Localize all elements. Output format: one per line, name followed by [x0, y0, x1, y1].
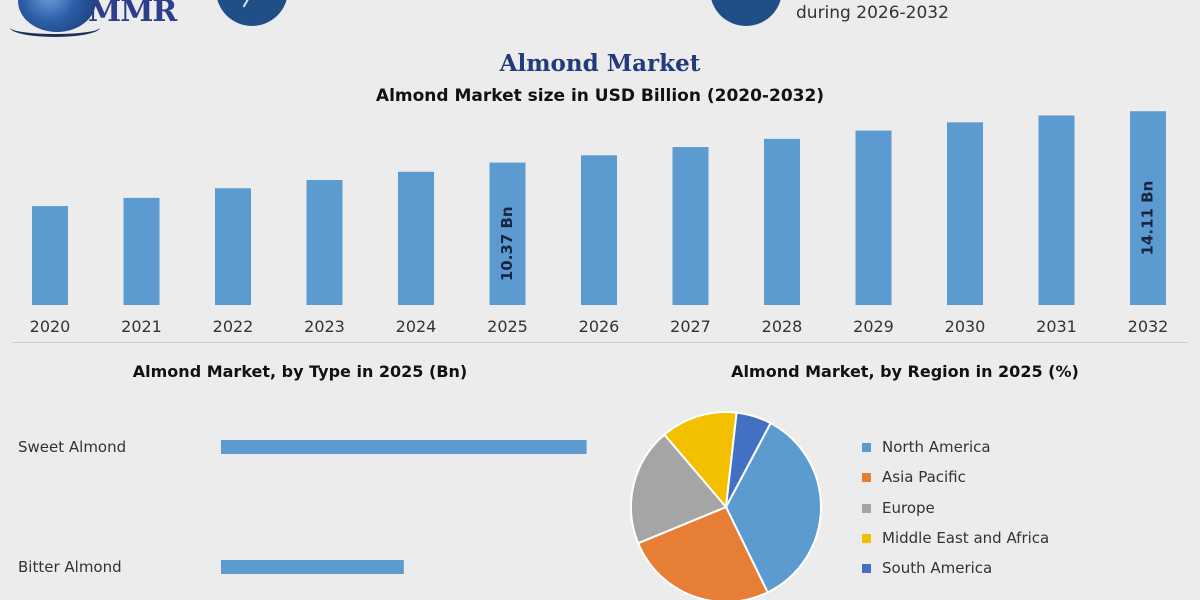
- legend-swatch: [862, 564, 871, 573]
- type-bar-chart: [221, 440, 587, 574]
- legend-swatch: [862, 534, 871, 543]
- x-tick-label: 2026: [579, 317, 620, 336]
- logo-swoosh-icon: [10, 18, 100, 37]
- x-tick-label: 2027: [670, 317, 711, 336]
- x-tick-label: 2029: [853, 317, 894, 336]
- region-pie-chart: [630, 411, 822, 600]
- growth-icon: [216, 0, 288, 26]
- region-chart-title: Almond Market, by Region in 2025 (%): [731, 362, 1079, 381]
- slice-middle-east-and-africa: [663, 411, 738, 510]
- forecast-icon: [710, 0, 782, 26]
- section-divider: [12, 342, 1188, 343]
- legend-swatch: [862, 443, 871, 452]
- x-tick-label: 2025: [487, 317, 528, 336]
- x-tick-label: 2022: [213, 317, 254, 336]
- bar-2030: [947, 122, 983, 305]
- bar-2023: [306, 180, 343, 305]
- legend-swatch: [862, 504, 871, 513]
- legend-label: Asia Pacific: [882, 468, 966, 486]
- bar-2031: [1038, 115, 1075, 305]
- type-label-bitter-almond: Bitter Almond: [18, 558, 122, 576]
- bar-bitter-almond: [221, 560, 404, 574]
- x-tick-label: 2031: [1036, 317, 1077, 336]
- legend-swatch: [862, 473, 871, 482]
- bar-2028: [764, 138, 800, 305]
- x-tick-label: 2032: [1128, 317, 1169, 336]
- x-tick-label: 2030: [945, 317, 986, 336]
- bar-2026: [581, 155, 617, 305]
- bar-2022: [215, 188, 251, 305]
- legend-label: North America: [882, 438, 991, 456]
- bar-2025: [489, 162, 526, 305]
- chart-title: Almond Market: [499, 50, 701, 77]
- x-tick-label: 2028: [762, 317, 803, 336]
- slice-north-america: [724, 421, 822, 594]
- legend-label: Europe: [882, 499, 935, 517]
- bar-2029: [855, 130, 892, 305]
- slice-south-america: [725, 411, 772, 508]
- x-tick-label: 2021: [121, 317, 162, 336]
- bar-2032: [1130, 111, 1166, 306]
- logo-text: MMR: [88, 0, 177, 29]
- slice-europe: [630, 433, 728, 545]
- bar-sweet-almond: [221, 440, 587, 454]
- type-chart-title: Almond Market, by Type in 2025 (Bn): [132, 362, 468, 381]
- legend-label: Middle East and Africa: [882, 529, 1050, 547]
- bar-2027: [672, 147, 709, 305]
- data-label: 10.37 Bn: [498, 206, 516, 281]
- legend-label: South America: [882, 559, 993, 577]
- chart-subtitle: Almond Market size in USD Billion (2020-…: [375, 86, 825, 106]
- data-label: 14.11 Bn: [1139, 181, 1157, 256]
- bar-2024: [398, 171, 434, 305]
- x-tick-label: 2023: [304, 317, 345, 336]
- market-size-bar-chart: 2020 2021 2022 2023 2024 2025 2026 2027 2028 2029…: [30, 111, 1169, 336]
- forecast-period-text: during 2026-2032: [796, 3, 949, 23]
- bar-2020: [32, 206, 68, 305]
- bar-2021: [123, 197, 160, 305]
- x-tick-label: 2024: [396, 317, 437, 336]
- type-label-sweet-almond: Sweet Almond: [18, 438, 127, 456]
- x-tick-label: 2020: [30, 317, 71, 336]
